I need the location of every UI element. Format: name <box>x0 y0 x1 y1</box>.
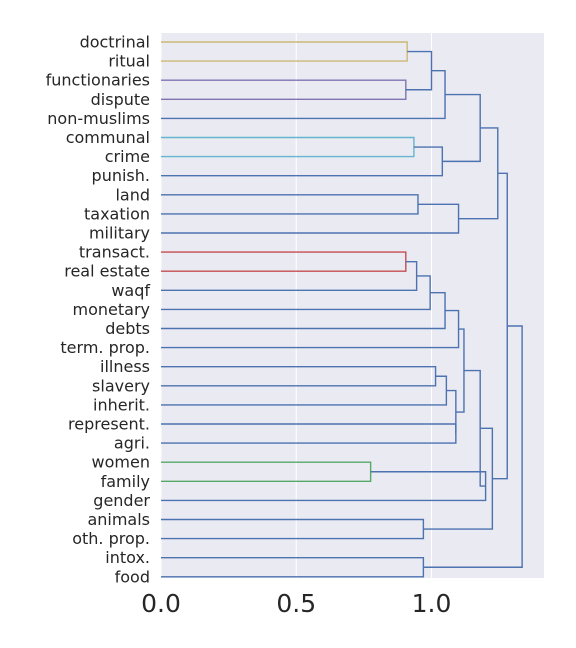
gridlines <box>160 33 432 578</box>
x-axis-ticks: 0.0 0.5 1.0 <box>141 589 451 618</box>
link-m_H <box>161 275 431 311</box>
leaf-label-family: family <box>101 472 150 491</box>
leaf-label-functionaries: functionaries <box>46 71 150 90</box>
leaf-label-communal: communal <box>66 128 150 147</box>
leaf-label-military: military <box>89 224 150 243</box>
leaf-label-transact: transact. <box>79 243 150 262</box>
leaf-label-land: land <box>115 185 150 204</box>
leaf-label-monetary: monetary <box>73 300 150 319</box>
x-tick-label-1: 0.5 <box>276 589 316 618</box>
link-m_F <box>458 127 499 220</box>
leaf-label-term-prop: term. prop. <box>60 338 150 357</box>
leaf-label-crime: crime <box>105 147 150 166</box>
leaf-label-punish: punish. <box>92 166 150 185</box>
link-m_root <box>423 325 523 568</box>
leaf-label-gender: gender <box>93 491 150 510</box>
leaf-label-agri: agri. <box>114 434 150 453</box>
leaf-label-ritual: ritual <box>108 52 150 71</box>
leaf-label-doctrinal: doctrinal <box>80 33 150 52</box>
x-tick-label-2: 1.0 <box>412 589 452 618</box>
leaf-label-intox: intox. <box>105 548 150 567</box>
link-m_P <box>423 427 494 530</box>
leaf-label-slavery: slavery <box>92 376 150 395</box>
leaf-label-food: food <box>115 567 150 586</box>
link-m_fun_dis <box>161 79 407 100</box>
link-m_tra_rea <box>161 251 407 272</box>
leaf-label-non-muslims: non-muslims <box>47 109 150 128</box>
leaf-label-inherit: inherit. <box>93 395 150 414</box>
link-m_ill_sla <box>161 366 437 387</box>
leaf-label-debts: debts <box>105 319 150 338</box>
leaf-label-real-estate: real estate <box>64 262 150 281</box>
leaf-label-animals: animals <box>87 510 150 529</box>
leaf-label-taxation: taxation <box>84 204 150 223</box>
leaf-label-oth-prop: oth. prop. <box>72 529 150 548</box>
leaf-label-illness: illness <box>100 357 150 376</box>
x-tick-label-0: 0.0 <box>141 589 181 618</box>
plot-area <box>161 33 544 578</box>
leaf-label-women: women <box>92 453 150 472</box>
leaf-label-represent: represent. <box>68 415 150 434</box>
link-m_L <box>446 389 457 434</box>
leaf-label-dispute: dispute <box>91 90 150 109</box>
leaf-labels: doctrinalritualfunctionariesdisputenon-m… <box>46 33 151 587</box>
leaf-label-waqf: waqf <box>111 281 150 300</box>
dendrogram-links <box>161 41 523 578</box>
link-m_G <box>161 260 418 291</box>
